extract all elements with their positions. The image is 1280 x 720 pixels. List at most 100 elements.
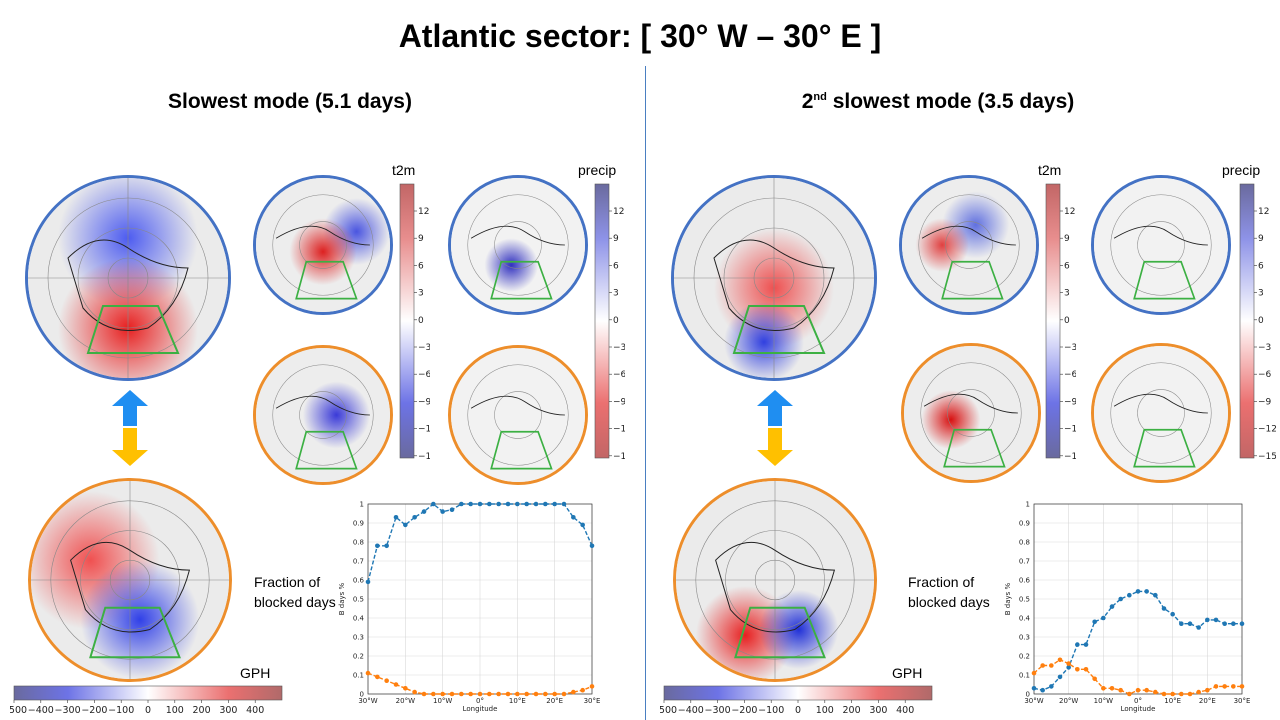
right-panel-title-suffix: slowest mode (3.5 days) [826,90,1075,113]
data-point [487,691,492,697]
y-tick-label: 0.9 [1019,520,1030,528]
data-point [1239,621,1245,626]
x-axis-label: Longitude [463,705,498,713]
gph-colorbar-tick-label: −100 [108,705,134,716]
panel-divider [645,66,646,720]
x-tick-label: 20°W [1059,697,1078,705]
data-point [365,670,371,676]
data-point [533,501,539,507]
colorbar-tick-label: −9 [613,397,625,407]
data-point [1161,691,1167,697]
data-point [1205,687,1210,693]
data-point [505,501,511,507]
data-point [524,501,529,507]
colorbar-tick-label: 12 [613,207,624,217]
left-precip-map-mode-a-art [451,178,585,312]
data-point [1049,663,1054,668]
x-tick-label: 20°E [546,697,563,705]
data-point [384,678,389,683]
left-fraction-label: Fraction of blocked days [254,572,336,612]
gph-colorbar-tick-label: 400 [246,705,264,716]
colorbar-tick-label: 6 [613,261,619,271]
data-point [1057,657,1063,663]
gph-colorbar-tick-label: −300 [705,705,731,716]
data-point [421,691,427,697]
data-point [1066,661,1071,666]
gph-colorbar-tick-label: 200 [843,705,861,716]
data-point [571,515,576,520]
colorbar-tick-label: 12 [418,207,429,217]
y-tick-label: 0.7 [353,558,364,566]
colorbar-tick-label: −12 [613,425,625,435]
gph-colorbar-tick-label: −100 [758,705,784,716]
left-gph-label: GPH [240,665,271,681]
left-t2m-map-mode-a [253,175,393,315]
colorbar-tick-label: 9 [1064,234,1070,244]
colorbar-tick-label: −12 [1064,425,1076,435]
colorbar-tick-label: −15 [1064,452,1076,462]
data-point [1135,687,1141,693]
colorbar-tick-label: −9 [418,397,430,407]
data-point [487,501,492,507]
right-t2m-map-mode-a [899,175,1039,315]
right-t2m-map-mode-a-art [902,178,1036,312]
x-tick-label: 10°W [433,697,452,705]
left-precip-map-mode-b-art [451,348,585,482]
data-point [580,687,585,693]
x-tick-label: 0° [1134,697,1142,705]
left-gph-map-mode-b-art [31,481,229,679]
colorbar-tick-label: −3 [1258,343,1271,353]
slide-title: Atlantic sector: [ 30° W – 30° E ] [398,18,882,54]
colorbar-tick-label: −9 [1258,397,1272,407]
colorbar-tick-label: 6 [1258,261,1264,271]
colorbar-bar [1045,183,1061,459]
left-panel-title: Slowest mode (5.1 days) [168,90,412,113]
gph-colorbar-tick-label: −200 [731,705,757,716]
left-gph-map-mode-a-art [28,178,228,378]
left-t2m-map-mode-b-art [256,348,390,482]
left-fraction-label-line1: Fraction of [254,574,321,590]
data-point [1092,619,1097,625]
gph-colorbar-tick-label: 400 [896,705,914,716]
right-gph-colorbar: −500−400−300−200−100 0 100 200 300 400 [660,685,933,716]
right-gph-map-mode-a-art [674,178,874,378]
data-point [533,691,539,697]
gph-colorbar-tick-label: 0 [795,705,801,716]
data-point [440,509,445,514]
data-point [515,691,520,697]
right-arrow-down-shaft [768,428,782,450]
data-point [1187,621,1193,626]
colorbar-tick-label: 9 [418,234,424,244]
y-tick-label: 0.3 [353,634,364,642]
right-precip-colorbar: 12 9 6 3 0 −3 −6 −9 −12 −15 [1239,183,1276,462]
arrow-up [112,390,148,426]
data-point [421,509,427,514]
arrow-down-shaft [123,428,137,450]
left-precip-map-mode-a [448,175,588,315]
x-tick-label: 10°W [1094,697,1113,705]
right-gph-map-mode-b-art [676,481,874,679]
arrow-up-shaft [123,406,137,426]
data-point [571,689,576,695]
y-tick-label: 0.3 [1019,634,1030,642]
data-point [1083,642,1089,647]
left-t2m-map-mode-a-art [256,178,390,312]
data-point [515,501,520,507]
data-point [561,691,567,697]
data-point [552,691,557,697]
colorbar-tick-label: 3 [418,289,424,299]
colorbar-tick-label: 6 [418,261,424,271]
data-point [1118,687,1123,693]
data-point [1057,674,1063,680]
gph-colorbar-tick-label: 300 [219,705,237,716]
left-gph-colorbar: −500−400−300−200−100 0 100 200 300 400 [10,685,283,716]
data-point [496,501,501,507]
y-tick-label: 1 [360,501,364,509]
colorbar-tick-label: 9 [613,234,619,244]
gph-colorbar-tick-label: −400 [678,705,704,716]
gph-colorbar-tick-label: −300 [55,705,81,716]
arrow-down [112,428,148,466]
data-point [1213,617,1219,623]
data-point [496,691,501,697]
data-point [1040,663,1045,668]
